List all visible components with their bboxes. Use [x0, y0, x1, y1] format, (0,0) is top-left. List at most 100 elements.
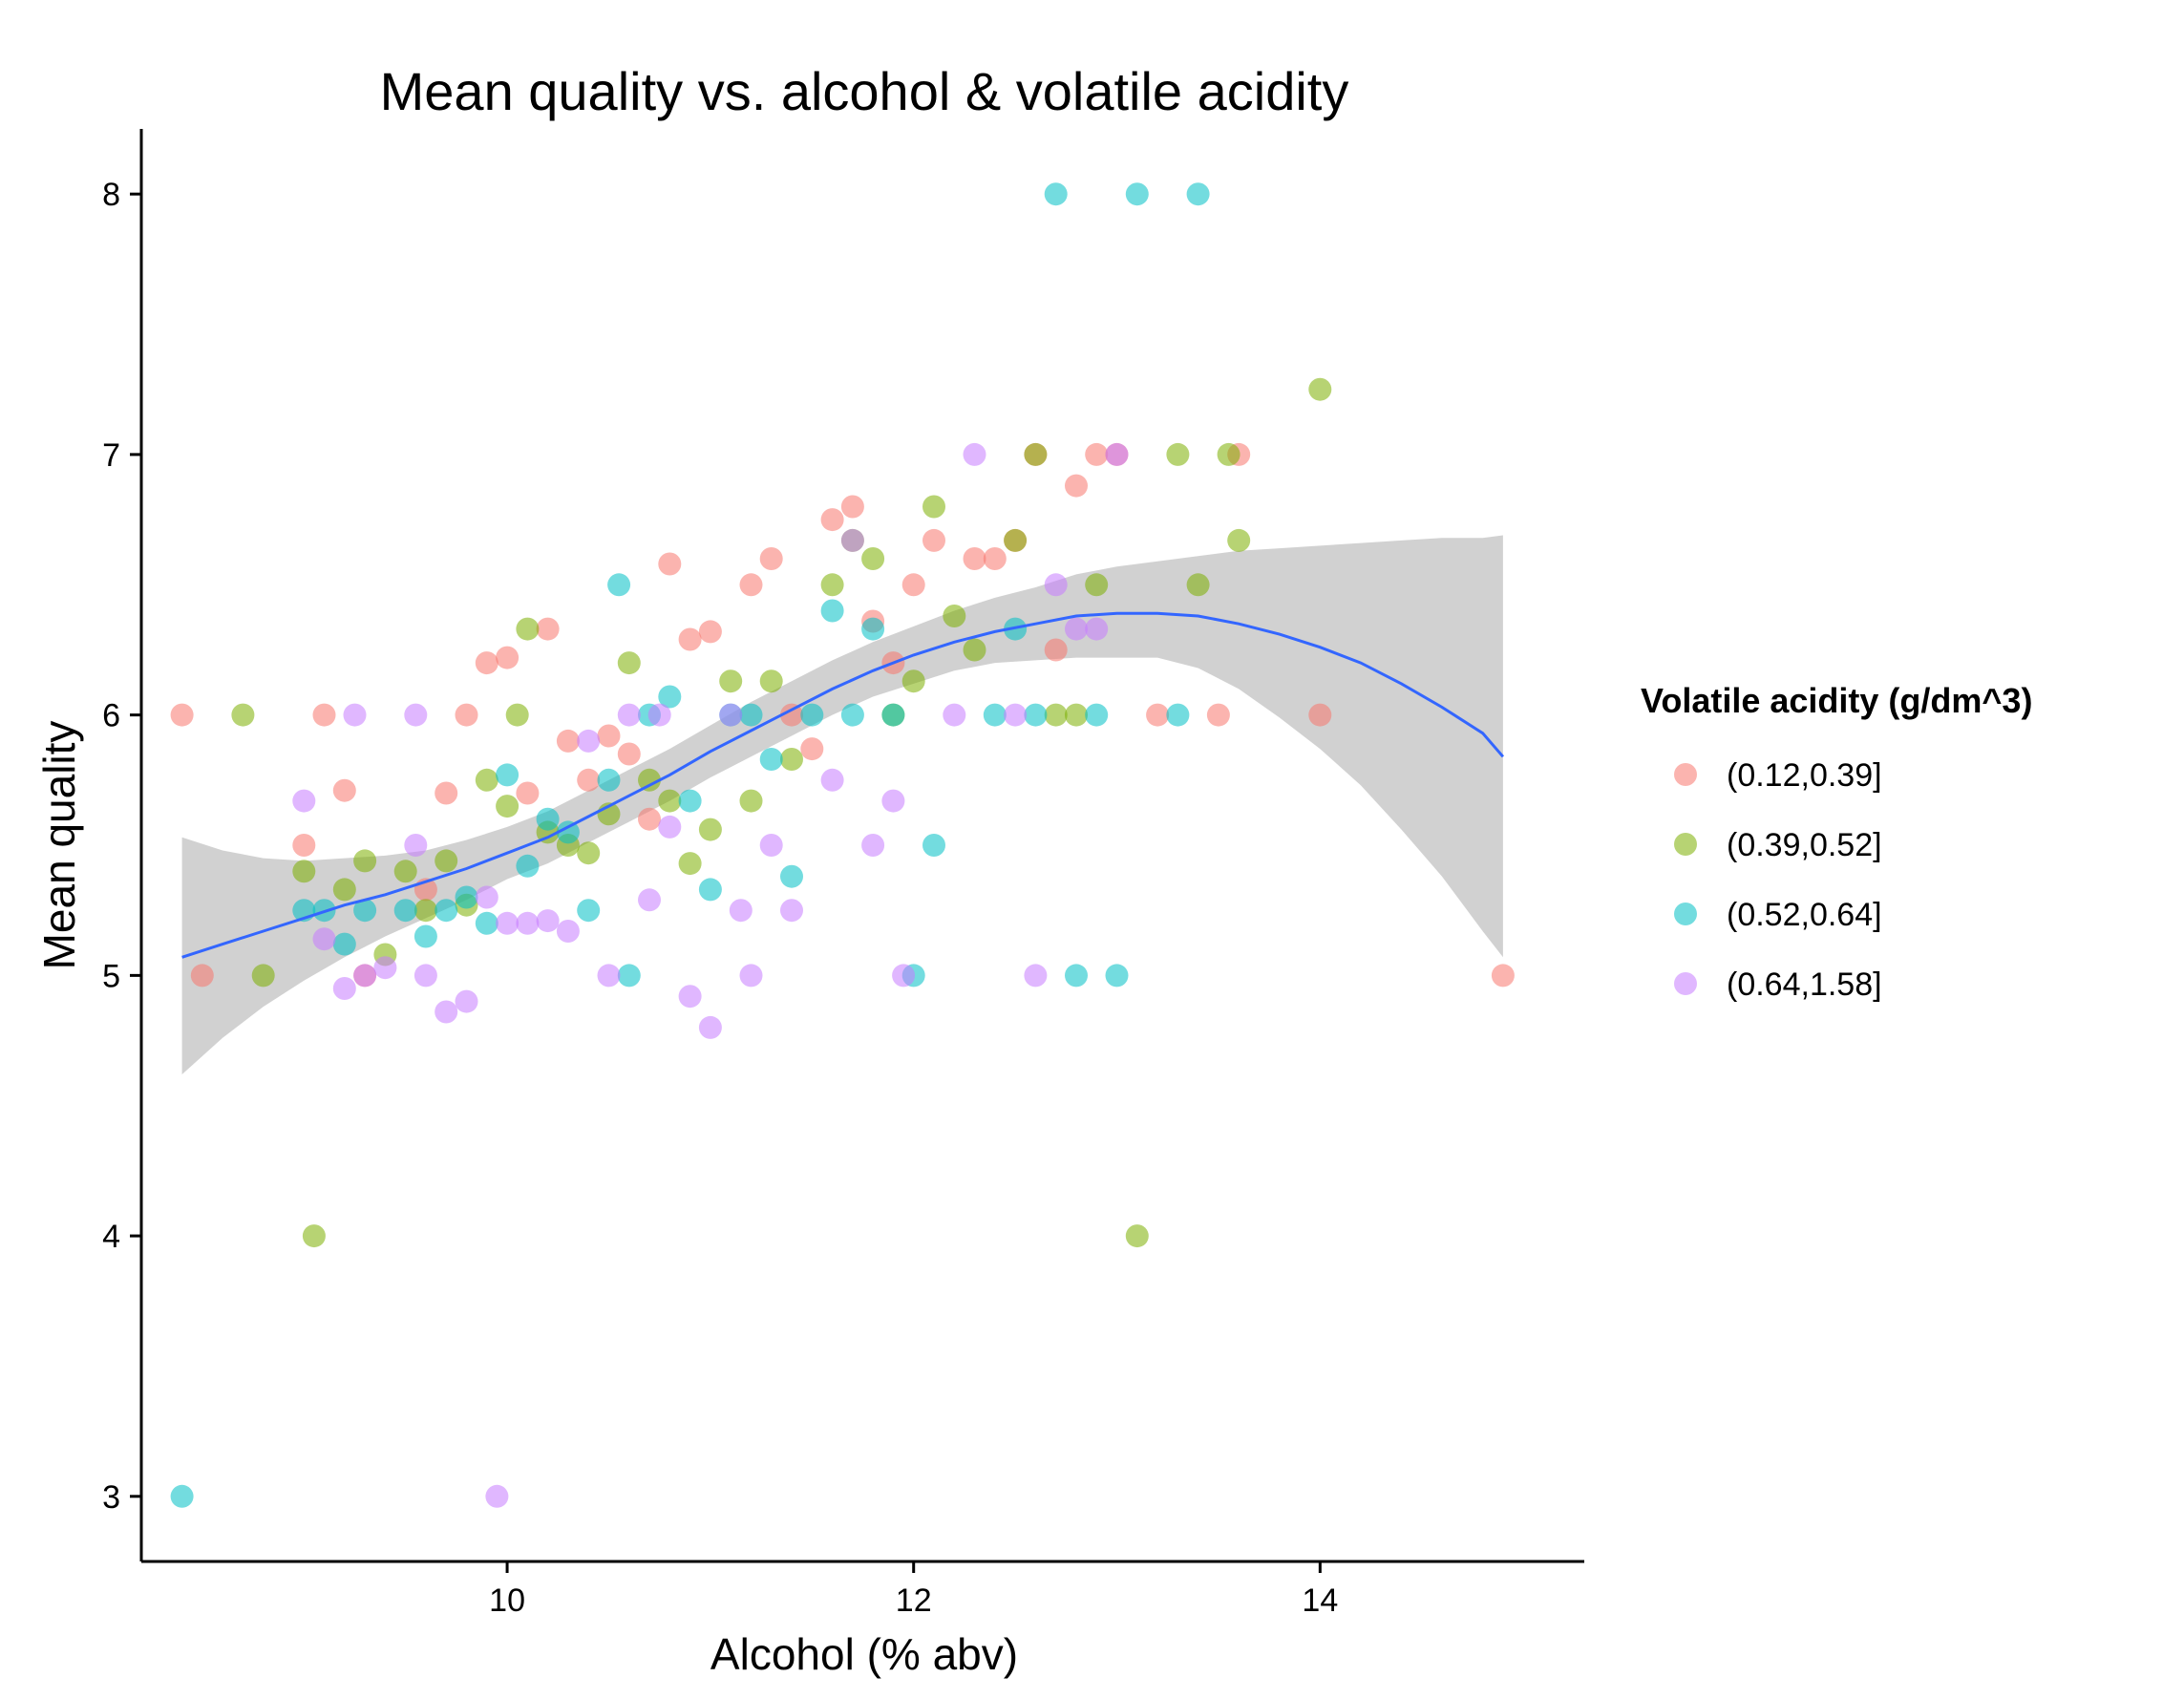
plot-area [170, 182, 1515, 1508]
data-point-3-5 [373, 956, 397, 980]
data-point-1-35 [963, 638, 986, 662]
data-point-2-12 [536, 807, 560, 831]
data-point-3-12 [485, 1484, 509, 1508]
data-point-0-30 [922, 528, 945, 552]
data-point-1-19 [617, 651, 641, 675]
data-point-1-20 [638, 768, 661, 792]
data-point-1-45 [1227, 528, 1251, 552]
data-point-2-21 [698, 878, 722, 902]
data-point-1-32 [901, 669, 925, 693]
data-point-1-38 [1044, 703, 1068, 727]
data-point-3-22 [658, 815, 682, 839]
data-point-2-25 [780, 864, 803, 888]
data-point-3-23 [678, 985, 702, 1009]
y-tick-label-8: 8 [102, 177, 120, 213]
data-point-2-30 [881, 703, 905, 727]
confidence-band [181, 535, 1503, 1074]
data-point-0-36 [1065, 474, 1088, 498]
data-point-0-17 [638, 807, 661, 831]
data-point-3-36 [963, 442, 986, 466]
data-point-2-4 [353, 899, 377, 923]
y-tick-label-6: 6 [102, 698, 120, 734]
data-point-3-21 [647, 703, 671, 727]
data-point-0-25 [820, 508, 844, 532]
data-point-3-31 [840, 528, 864, 552]
data-point-0-42 [1308, 703, 1332, 727]
data-point-1-43 [1186, 573, 1210, 597]
data-point-2-14 [577, 899, 601, 923]
data-point-3-8 [413, 964, 437, 988]
data-point-0-13 [556, 729, 580, 753]
data-point-0-39 [1146, 703, 1170, 727]
points-layer [170, 182, 1515, 1508]
data-point-0-18 [658, 552, 682, 576]
data-point-2-36 [1044, 182, 1068, 206]
data-point-1-17 [577, 841, 601, 865]
data-point-1-11 [475, 768, 498, 792]
data-point-3-30 [820, 768, 844, 792]
data-point-2-26 [800, 703, 824, 727]
legend-items: (0.12,0.39] (0.39,0.52] (0.52,0.64] (0.64,1… [1674, 757, 1882, 1003]
data-point-3-24 [698, 1015, 722, 1039]
legend: Volatile acidity (g/dm^3) (0.12,0.39](0.… [1641, 681, 2032, 1003]
data-point-3-28 [759, 834, 783, 857]
smooth-line [181, 611, 1505, 959]
data-point-3-19 [617, 703, 641, 727]
data-point-3-6 [404, 834, 428, 857]
data-point-2-7 [435, 899, 458, 923]
data-point-3-17 [577, 729, 601, 753]
data-point-1-37 [1024, 442, 1048, 466]
data-point-0-21 [739, 573, 763, 597]
data-point-0-9 [475, 651, 498, 675]
data-point-0-10 [496, 646, 519, 669]
data-point-0-4 [332, 778, 356, 802]
data-point-3-41 [1085, 617, 1109, 641]
data-point-1-14 [516, 617, 540, 641]
data-point-2-27 [820, 599, 844, 623]
data-point-0-1 [190, 964, 214, 988]
data-point-0-31 [963, 547, 986, 570]
data-point-3-38 [1024, 964, 1048, 988]
data-point-3-39 [1044, 573, 1068, 597]
data-point-0-32 [983, 547, 1007, 570]
data-point-2-41 [1166, 703, 1190, 727]
legend-title: Volatile acidity (g/dm^3) [1641, 681, 2032, 720]
data-point-0-40 [1206, 703, 1230, 727]
y-axis-title: Mean quality [34, 721, 84, 970]
legend-swatch-3 [1674, 972, 1697, 995]
data-point-0-20 [698, 620, 722, 644]
data-point-0-22 [759, 547, 783, 570]
data-point-2-16 [607, 573, 631, 597]
data-point-2-37 [1065, 964, 1088, 988]
data-point-3-40 [1065, 617, 1088, 641]
data-point-0-37 [1085, 442, 1109, 466]
data-point-3-15 [536, 909, 560, 933]
data-point-1-25 [739, 789, 763, 813]
data-point-1-7 [393, 860, 417, 883]
y-tick-label-5: 5 [102, 958, 120, 994]
data-point-1-1 [251, 964, 275, 988]
data-point-1-0 [231, 703, 255, 727]
data-point-3-7 [404, 703, 428, 727]
data-point-3-1 [312, 927, 336, 951]
data-point-3-27 [739, 964, 763, 988]
data-point-2-39 [1105, 964, 1129, 988]
data-point-0-29 [901, 573, 925, 597]
data-point-1-24 [719, 669, 743, 693]
legend-swatch-0 [1674, 763, 1697, 786]
data-point-0-12 [536, 617, 560, 641]
data-point-2-11 [516, 854, 540, 878]
data-point-3-33 [881, 789, 905, 813]
data-point-2-32 [922, 834, 945, 857]
data-point-1-22 [678, 852, 702, 876]
data-point-3-13 [496, 911, 519, 935]
data-point-2-24 [759, 748, 783, 771]
data-point-2-19 [658, 685, 682, 709]
data-point-1-42 [1166, 442, 1190, 466]
data-point-0-0 [170, 703, 194, 727]
data-point-2-20 [678, 789, 702, 813]
y-tick-label-4: 4 [102, 1219, 120, 1255]
data-point-3-32 [861, 834, 885, 857]
data-point-3-18 [597, 964, 621, 988]
